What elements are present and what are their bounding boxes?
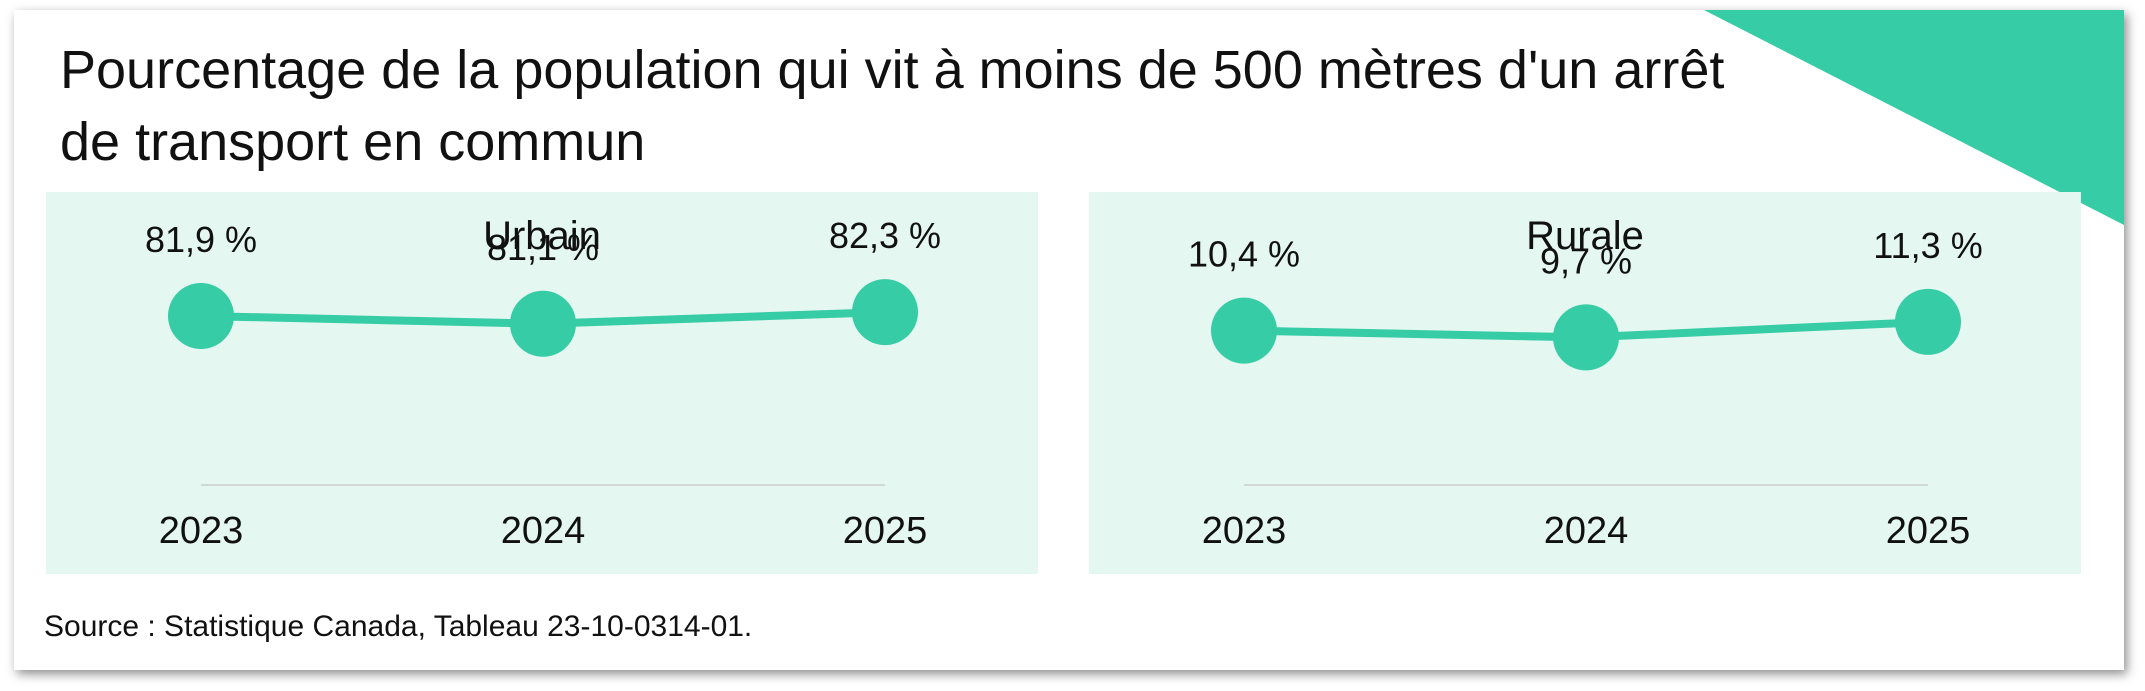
x-tick-label-2024: 2024 — [1544, 510, 1629, 552]
panel-rurale: Rurale 10,4 % 2023 9,7 % 2024 11,3 % 2025 — [1089, 192, 2081, 574]
data-label-2025: 11,3 % — [1873, 225, 1982, 266]
data-point-2023 — [168, 282, 234, 349]
line-chart-urbain: 81,9 % 2023 81,1 % 2024 82,3 % 2025 — [145, 215, 941, 552]
data-label-2023: 81,9 % — [145, 219, 257, 260]
data-label-2023: 10,4 % — [1188, 234, 1300, 275]
x-tick-label-2025: 2025 — [1886, 510, 1971, 552]
data-label-2025: 82,3 % — [829, 215, 941, 256]
data-label-2024: 9,7 % — [1540, 240, 1632, 281]
x-tick-label-2023: 2023 — [159, 510, 244, 552]
data-point-2024 — [510, 290, 576, 357]
line-chart-rurale: 10,4 % 2023 9,7 % 2024 11,3 % 2025 — [1188, 225, 1983, 552]
panel-title-rurale: Rurale — [1526, 214, 1644, 258]
data-point-2025 — [852, 279, 918, 346]
x-tick-label-2024: 2024 — [501, 510, 586, 552]
chart-card: Pourcentage de la population qui vit à m… — [14, 10, 2124, 670]
data-point-2024 — [1553, 304, 1619, 371]
source-note: Source : Statistique Canada, Tableau 23-… — [44, 610, 753, 643]
panel-title-urbain: Urbain — [483, 214, 601, 258]
page-title: Pourcentage de la population qui vit à m… — [60, 40, 1725, 172]
x-tick-label-2025: 2025 — [843, 510, 928, 552]
data-point-2025 — [1895, 288, 1961, 355]
data-label-2024: 81,1 % — [487, 227, 599, 268]
x-tick-label-2023: 2023 — [1202, 510, 1287, 552]
panel-urbain: Urbain 81,9 % 2023 81,1 % 2024 82,3 % 2025 — [46, 192, 1038, 574]
data-point-2023 — [1211, 297, 1277, 364]
